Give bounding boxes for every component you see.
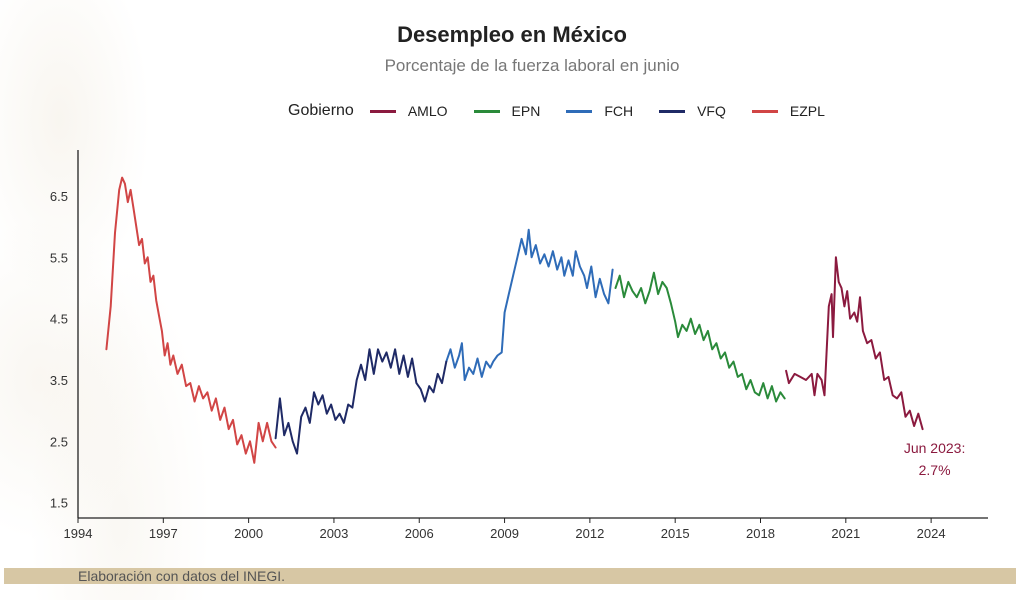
legend-swatch-ezpl (751, 109, 778, 113)
x-tick-label: 2015 (661, 526, 690, 541)
legend-swatch-amlo (369, 109, 396, 113)
legend-item-fch: FCH (566, 103, 633, 119)
x-tick-label: 2021 (831, 526, 860, 541)
y-tick-label: 1.5 (50, 496, 68, 511)
legend-label-vfq: VFQ (697, 103, 726, 119)
x-tick-label: 1994 (64, 526, 93, 541)
legend-swatch-vfq (659, 109, 686, 113)
y-tick-label: 6.5 (50, 189, 68, 204)
x-tick-label: 2000 (234, 526, 263, 541)
y-tick-label: 4.5 (50, 312, 68, 327)
legend-swatch-fch (566, 109, 593, 113)
x-tick-label: 2024 (917, 526, 946, 541)
legend-label-fch: FCH (604, 103, 634, 119)
annotation-value: 2.7% (919, 462, 951, 478)
background-watermark (0, 0, 300, 600)
x-tick-label: 2006 (405, 526, 434, 541)
legend-item-amlo: AMLO (369, 103, 448, 119)
legend-label-amlo: AMLO (407, 103, 448, 119)
legend-item-ezpl: EZPL (751, 103, 825, 119)
x-tick-label: 2009 (490, 526, 519, 541)
chart-subtitle: Porcentaje de la fuerza laboral en junio (384, 56, 680, 75)
x-tick-label: 1997 (149, 526, 178, 541)
y-tick-label: 3.5 (50, 373, 68, 388)
legend: Gobierno AMLO EPN FCH VFQ EZPL (288, 100, 851, 122)
y-tick-label: 2.5 (50, 434, 68, 449)
series-line-epn (614, 271, 786, 403)
legend-item-epn: EPN (473, 103, 541, 119)
legend-item-vfq: VFQ (659, 103, 726, 119)
chart-title: Desempleo en México (397, 22, 627, 47)
legend-label-epn: EPN (511, 103, 541, 119)
annotation-date: Jun 2023: (904, 440, 966, 456)
y-tick-label: 5.5 (50, 250, 68, 265)
x-tick-label: 2012 (575, 526, 604, 541)
series-line-vfq (274, 348, 448, 455)
legend-label-ezpl: EZPL (789, 103, 825, 119)
series-line-fch (445, 228, 614, 381)
x-tick-label: 2018 (746, 526, 775, 541)
footer-bar (4, 568, 1016, 584)
legend-swatch-epn (473, 109, 500, 113)
x-tick-label: 2003 (319, 526, 348, 541)
series-line-ezpl (105, 176, 277, 464)
footer-source: Elaboración con datos del INEGI. (78, 568, 286, 584)
series-line-amlo (785, 256, 924, 431)
legend-title: Gobierno (288, 102, 354, 119)
